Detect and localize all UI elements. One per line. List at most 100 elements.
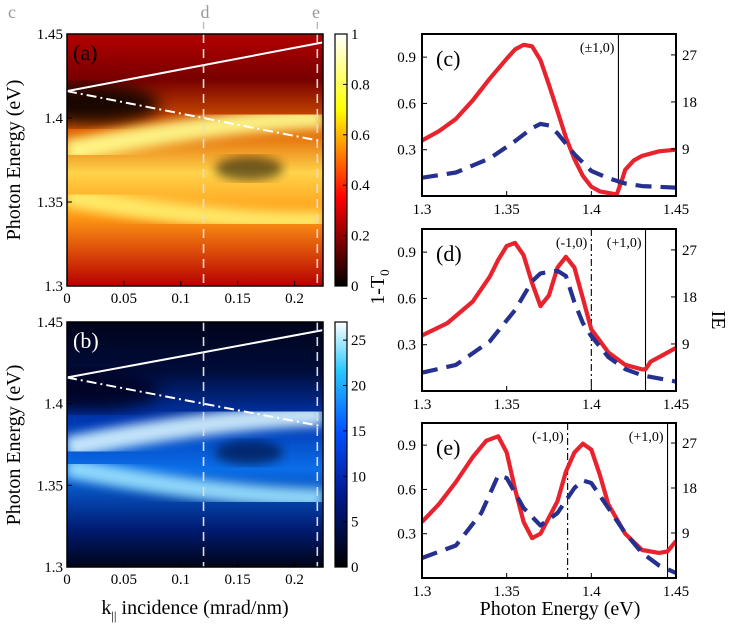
rayleigh-line-solid-a bbox=[66, 41, 324, 93]
vline-label-e-1: (+1,0) bbox=[629, 430, 664, 445]
series-d-IE bbox=[422, 268, 676, 384]
x-tick-e-1.35: 1.35 bbox=[494, 584, 520, 600]
y-tick-left-d-0.3: 0.3 bbox=[397, 338, 416, 354]
x-tick-e-1.45: 1.45 bbox=[663, 584, 689, 600]
x-tick-b-0.15: 0.15 bbox=[225, 572, 251, 588]
top-label-d: d bbox=[201, 2, 210, 22]
rayleigh-line-dashdot-a bbox=[66, 90, 324, 143]
y-tick-right-c-18: 18 bbox=[682, 95, 697, 111]
x-tick-c-1.45: 1.45 bbox=[663, 202, 689, 218]
x-axis-label-k-rest: incidence (mrad/nm) bbox=[117, 597, 289, 619]
colorbar-tick-b-25: 25 bbox=[351, 333, 366, 349]
x-tick-d-1.35: 1.35 bbox=[494, 397, 520, 413]
x-tick-a-0.2: 0.2 bbox=[285, 291, 304, 307]
y-tick-right-d-18: 18 bbox=[682, 290, 697, 306]
colorbar-tick-a-0.2: 0.2 bbox=[351, 229, 370, 245]
x-tick-d-1.3: 1.3 bbox=[413, 397, 432, 413]
y-tick-b-1.45: 1.45 bbox=[37, 315, 63, 331]
vline-label-d-0: (-1,0) bbox=[556, 236, 588, 251]
x-axis-label-k-main: k bbox=[101, 597, 111, 619]
series-c-IE bbox=[422, 121, 676, 190]
x-tick-d-1.4: 1.4 bbox=[582, 397, 601, 413]
y-tick-left-c-0.6: 0.6 bbox=[397, 96, 416, 112]
heatmap-body-a bbox=[67, 34, 323, 286]
x-tick-b-0.05: 0.05 bbox=[111, 572, 137, 588]
y-tick-right-e-27: 27 bbox=[682, 436, 698, 452]
x-tick-a-0: 0 bbox=[63, 291, 71, 307]
colorbar-tick-b-0: 0 bbox=[351, 560, 359, 576]
mode-band-upper-a bbox=[67, 107, 323, 163]
frame-d bbox=[421, 228, 677, 392]
panel-label-c: (c) bbox=[436, 46, 460, 71]
series-e-IE bbox=[422, 473, 676, 575]
x-axis-label-k: k|| incidence (mrad/nm) bbox=[101, 597, 288, 623]
series-c-1-T0 bbox=[422, 42, 676, 196]
heatmap-frame-a bbox=[66, 33, 324, 287]
y-tick-left-c-0.9: 0.9 bbox=[397, 50, 416, 66]
y-axis-label-a: Photon Energy (eV) bbox=[3, 80, 25, 241]
line-panel-c: (±1,0) (c) 1.3 1.35 1.4 1.45 0.3 0.6 0.9 9 18 27 bbox=[397, 33, 698, 218]
vline-label-e-0: (-1,0) bbox=[532, 430, 564, 445]
y-tick-left-d-0.6: 0.6 bbox=[397, 291, 416, 307]
colorbar-tick-b-10: 10 bbox=[351, 469, 366, 485]
heatmap-panel-b: (b) 1.3 1.35 1.4 1.45 0 0.05 0.1 0.15 0.2 0 5 10 15 20… bbox=[37, 315, 366, 588]
side-label-1-T0: 1-T0 bbox=[367, 269, 392, 304]
line-panel-d: (-1,0) (+1,0) (d) 1.3 1.35 1.4 1.45 0.3 0.6 0.9 9 1… bbox=[397, 228, 698, 413]
frame-c bbox=[421, 33, 677, 197]
y-tick-b-1.35: 1.35 bbox=[37, 478, 63, 494]
colorbar-tick-a-0.4: 0.4 bbox=[351, 178, 370, 194]
x-tick-d-1.45: 1.45 bbox=[663, 397, 689, 413]
colorbar-tick-a-0: 0 bbox=[351, 279, 359, 295]
y-tick-right-c-9: 9 bbox=[682, 142, 690, 158]
colorbar-tick-a-0.8: 0.8 bbox=[351, 77, 370, 93]
side-label-1-T0-main: 1-T bbox=[367, 276, 389, 305]
top-label-c: c bbox=[8, 2, 16, 22]
panel-label-b: (b) bbox=[73, 328, 99, 353]
x-tick-a-0.15: 0.15 bbox=[225, 291, 251, 307]
x-tick-c-1.3: 1.3 bbox=[413, 202, 432, 218]
x-tick-e-1.4: 1.4 bbox=[582, 584, 601, 600]
colorbar-tick-b-20: 20 bbox=[351, 379, 366, 395]
y-tick-right-e-9: 9 bbox=[682, 526, 690, 542]
y-tick-left-e-0.6: 0.6 bbox=[397, 482, 416, 498]
panel-label-e: (e) bbox=[436, 435, 460, 460]
x-tick-b-0.2: 0.2 bbox=[285, 572, 304, 588]
series-d-1-T0 bbox=[422, 240, 676, 372]
colorbar-b bbox=[334, 321, 348, 568]
mode-band-lower-a bbox=[67, 187, 323, 232]
x-axis-label-energy: Photon Energy (eV) bbox=[480, 598, 641, 620]
panel-label-d: (d) bbox=[436, 241, 462, 266]
heatmap-body-b bbox=[67, 322, 323, 567]
x-tick-e-1.3: 1.3 bbox=[413, 584, 432, 600]
x-tick-c-1.35: 1.35 bbox=[494, 202, 520, 218]
colorbar-tick-b-5: 5 bbox=[351, 515, 359, 531]
rayleigh-line-solid-b bbox=[66, 329, 324, 379]
y-tick-b-1.4: 1.4 bbox=[44, 397, 63, 413]
colorbar-a bbox=[334, 33, 348, 287]
x-tick-a-0.1: 0.1 bbox=[171, 291, 190, 307]
y-tick-left-c-0.3: 0.3 bbox=[397, 143, 416, 159]
vline-label-d-1: (+1,0) bbox=[607, 236, 642, 251]
y-tick-a-1.4: 1.4 bbox=[44, 111, 63, 127]
x-tick-b-0: 0 bbox=[63, 572, 71, 588]
heatmap-dark-region-a bbox=[67, 84, 160, 125]
heatmap-background-a bbox=[67, 34, 323, 286]
y-tick-right-c-27: 27 bbox=[682, 48, 698, 64]
y-tick-left-d-0.9: 0.9 bbox=[397, 245, 416, 261]
y-tick-a-1.45: 1.45 bbox=[37, 27, 63, 43]
y-axis-label-b: Photon Energy (eV) bbox=[3, 365, 25, 526]
frame-e bbox=[421, 422, 677, 579]
x-tick-c-1.4: 1.4 bbox=[582, 202, 601, 218]
heatmap-dark-region-b bbox=[67, 370, 160, 411]
y-tick-a-1.3: 1.3 bbox=[44, 279, 63, 295]
panel-label-a: (a) bbox=[73, 40, 97, 65]
y-tick-b-1.3: 1.3 bbox=[44, 560, 63, 576]
y-tick-right-d-27: 27 bbox=[682, 243, 698, 259]
colorbar-tick-b-15: 15 bbox=[351, 424, 366, 440]
colorbar-tick-a-1: 1 bbox=[351, 27, 359, 43]
heatmap-frame-b bbox=[66, 321, 324, 568]
rayleigh-line-dashdot-b bbox=[66, 376, 324, 428]
y-tick-left-e-0.3: 0.3 bbox=[397, 527, 416, 543]
x-tick-a-0.05: 0.05 bbox=[111, 291, 137, 307]
